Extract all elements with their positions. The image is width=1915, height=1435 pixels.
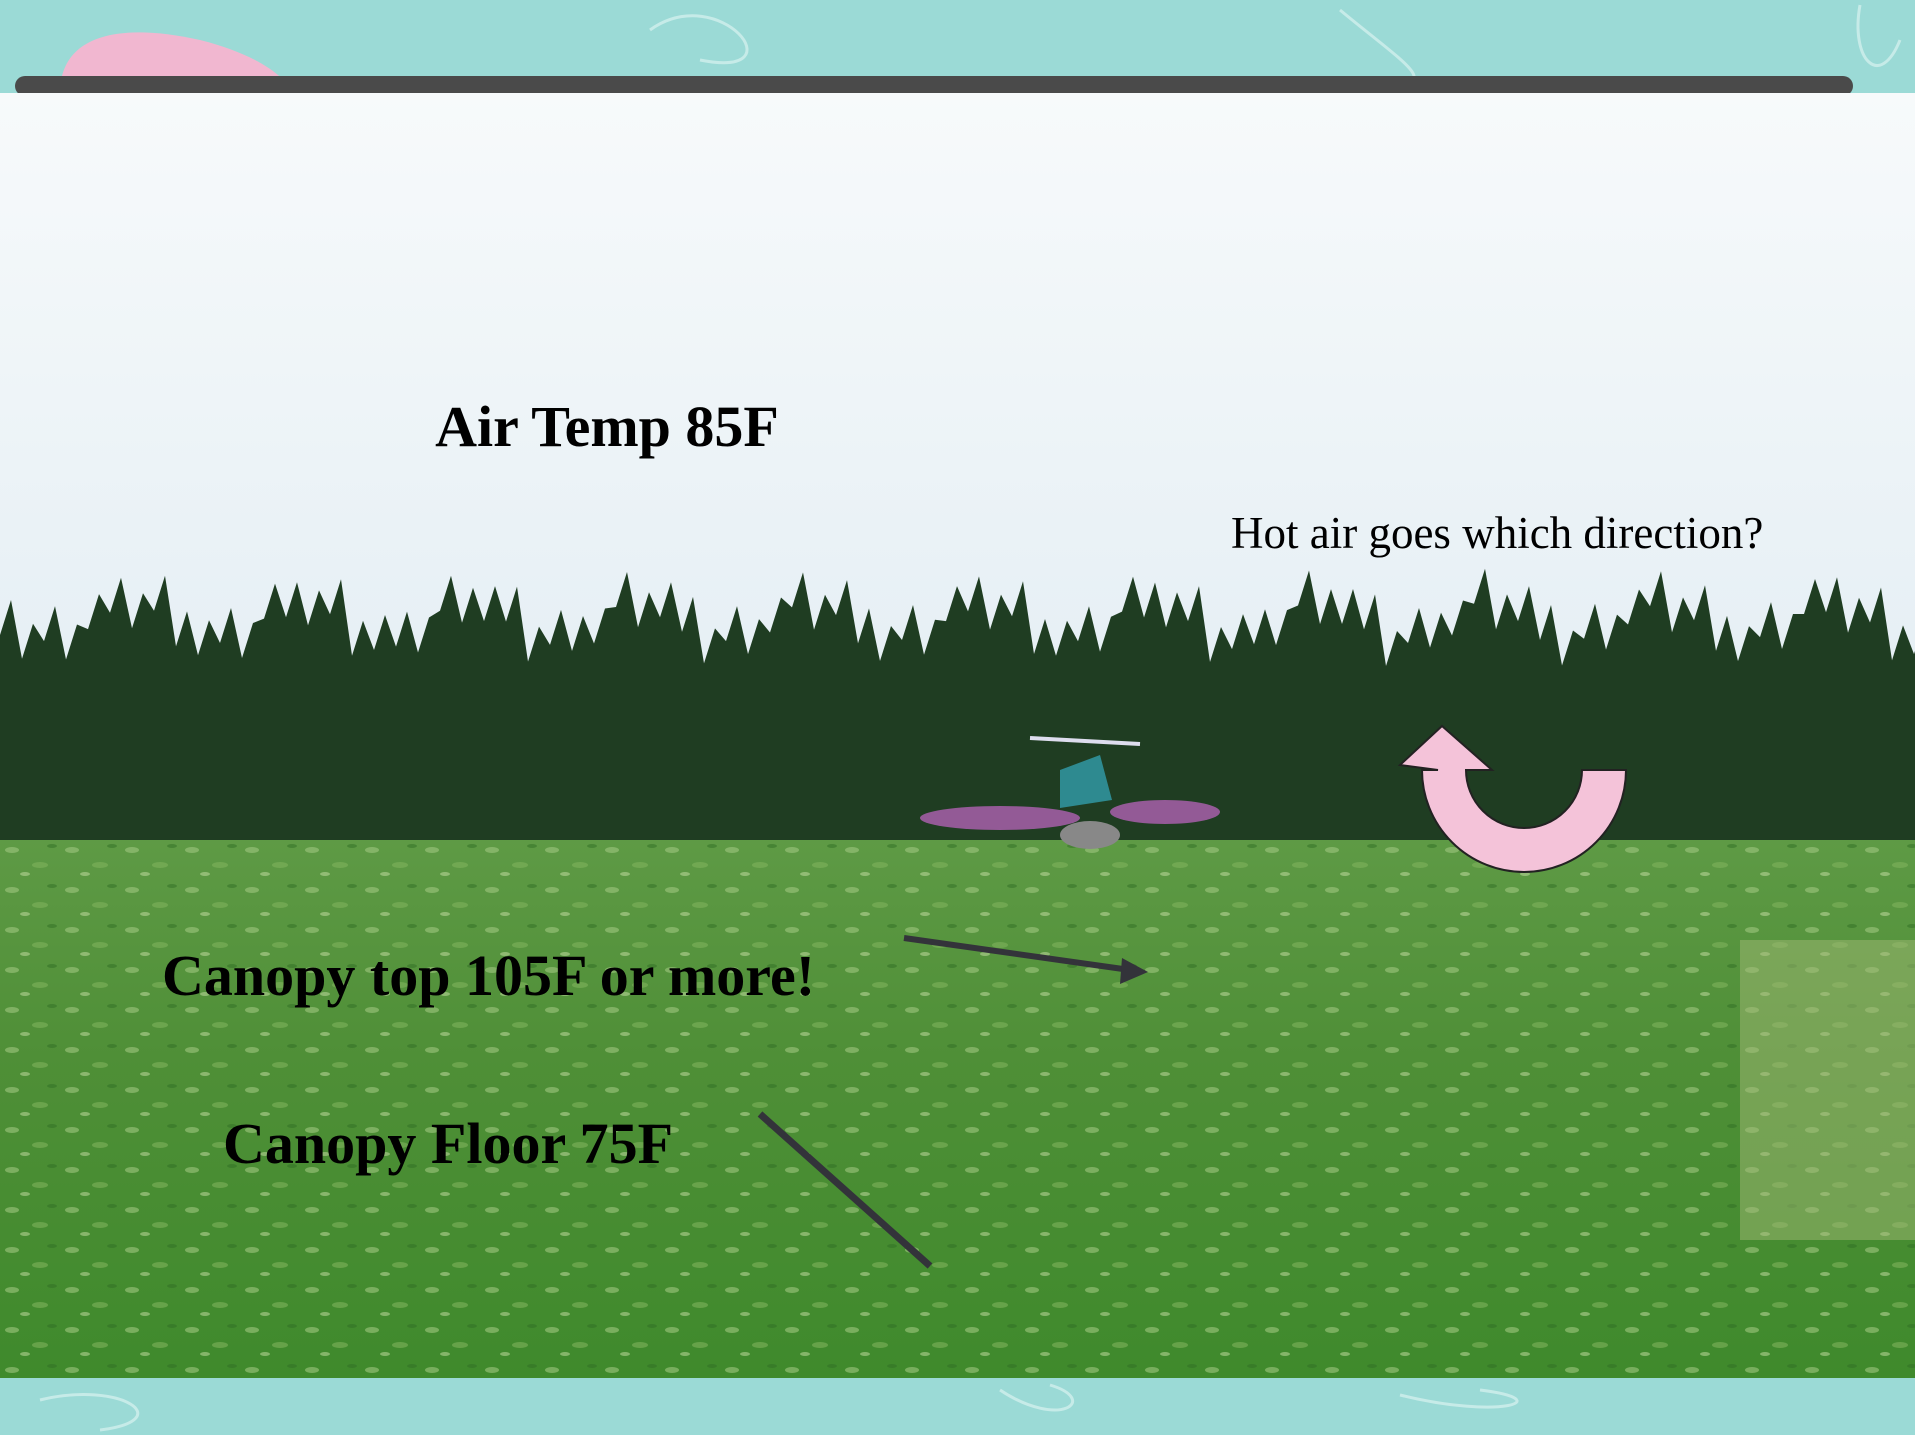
page: {"slide":{"labels":{"air_temp":"Air Temp… [0,0,1915,1435]
canopy-floor-label: Canopy Floor 75F [223,1111,673,1176]
question-label: Hot air goes which direction? [1231,508,1763,558]
slide: Air Temp 85F Hot air goes which directio… [0,0,1915,1435]
air-temp-label: Air Temp 85F [435,394,779,459]
canopy-top-label: Canopy top 105F or more! [162,943,815,1008]
photo [0,93,1915,1378]
